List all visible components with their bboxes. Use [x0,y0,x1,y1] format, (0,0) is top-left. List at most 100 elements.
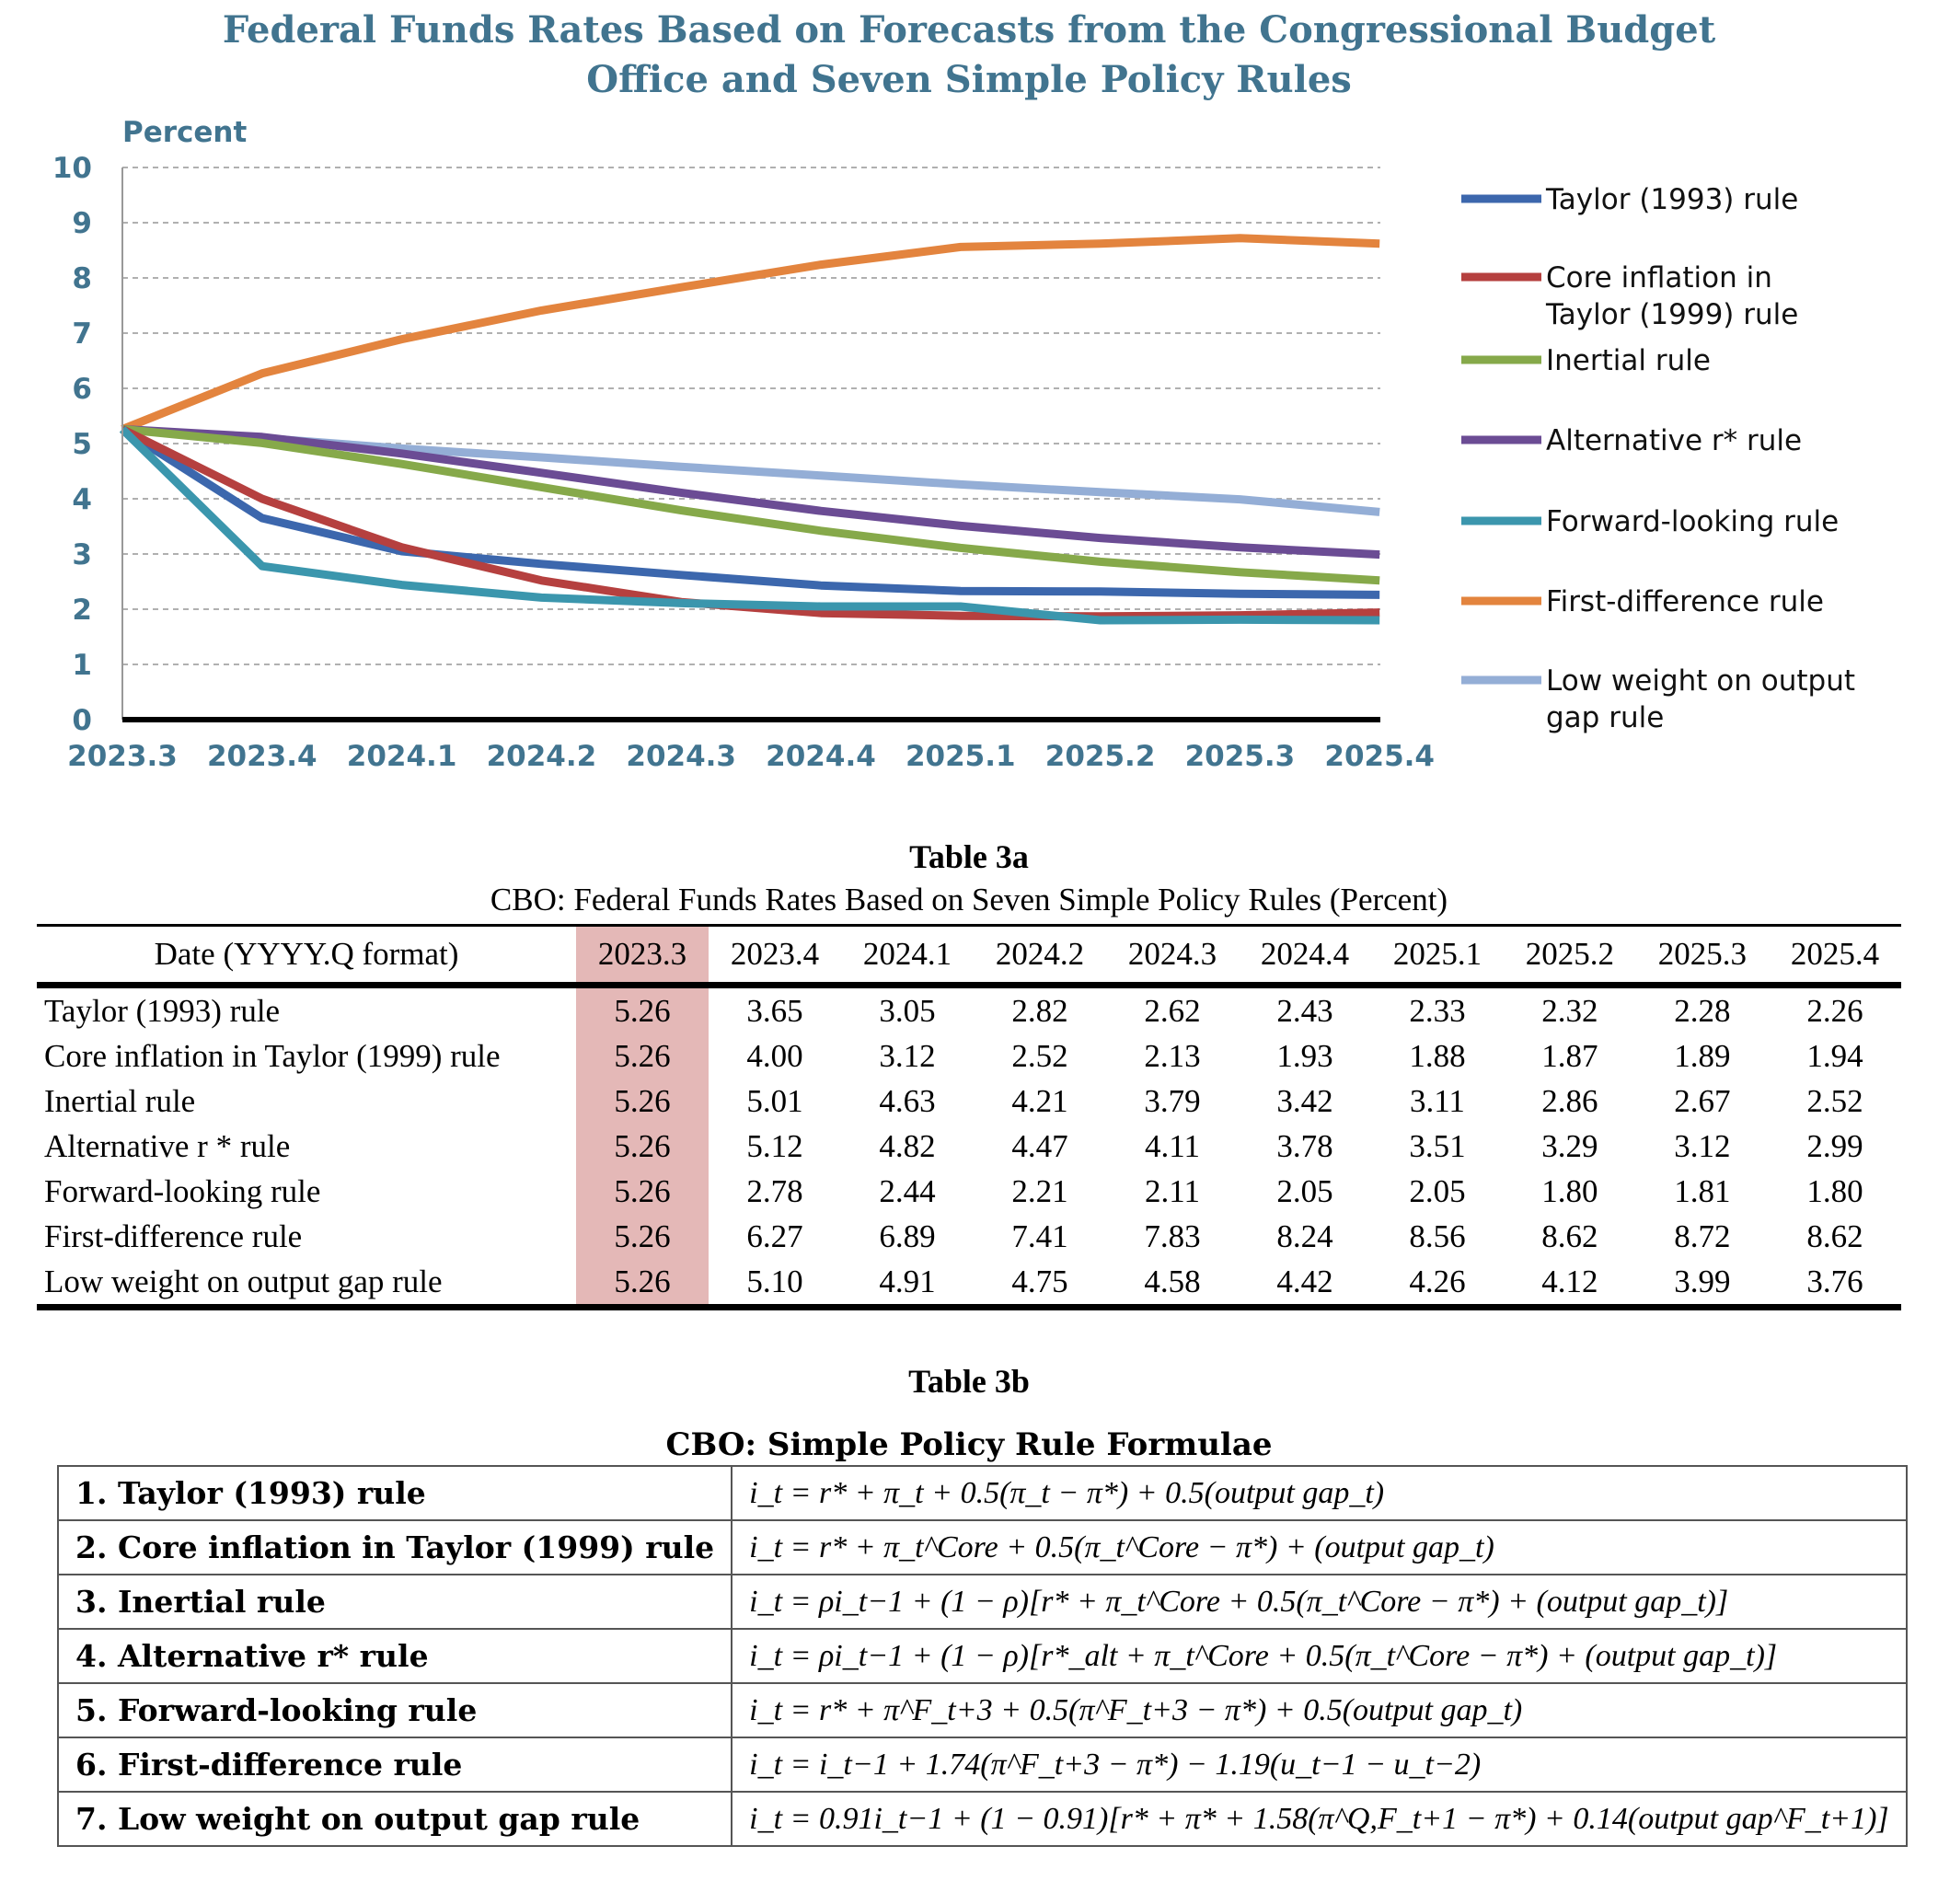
table-cell: 2.62 [1144,993,1201,1029]
formula-row: 4. Alternative r* rule i_t = ρi_t−1 + (1 … [56,1628,1908,1684]
rule-name: 3. Inertial rule [56,1574,733,1630]
x-tick-label: 2023.3 [67,740,178,773]
legend-label: First-difference rule [1546,585,1824,618]
column-header: 2024.2 [995,936,1085,972]
column-header: 2024.4 [1260,936,1350,972]
table-cell: 2.52 [1011,1038,1068,1074]
table-cell: 4.21 [1011,1083,1068,1119]
formula-row: 3. Inertial rule i_t = ρi_t−1 + (1 − ρ)[r… [56,1574,1908,1630]
rule-name: 4. Alternative r* rule [56,1628,733,1684]
y-tick-label: 5 [72,428,92,461]
table-cell: 6.27 [746,1218,803,1254]
y-axis-tick-labels: 0 1 2 3 4 5 6 7 8 9 10 [52,152,92,737]
table-cell: 1.89 [1674,1038,1731,1074]
table-cell: 4.91 [879,1264,936,1299]
y-tick-label: 7 [72,317,92,351]
x-tick-label: 2023.4 [207,740,317,773]
rule-formula: i_t = i_t−1 + 1.74(π^F_t+3 − π*) − 1.19(… [731,1737,1908,1793]
series-line-inertial-rule [121,424,1380,585]
table-cell: 1.93 [1276,1038,1333,1074]
table-cell: 5.01 [746,1083,803,1119]
x-tick-label: 2024.2 [487,740,597,773]
legend-label: Forward-looking rule [1546,505,1839,538]
table-cell: 1.81 [1674,1173,1731,1209]
table-3a-header-row: Date (YYYY.Q format) 2023.3 2023.4 2024.1 2… [37,925,1901,986]
row-label: Taylor (1993) rule [44,993,281,1029]
column-header: 2025.3 [1657,936,1748,972]
column-header: 2024.1 [862,936,952,972]
legend-item: Inertial rule [1461,344,1711,377]
x-axis-tick-labels: 2023.3 2023.4 2024.1 2024.2 2024.3 2024.4 2025… [67,740,1435,773]
table-cell: 2.33 [1409,993,1466,1029]
table-cell: 3.65 [746,993,803,1029]
table-cell: 2.05 [1276,1173,1333,1209]
date-column-header: Date (YYYY.Q format) [154,936,459,972]
column-header: 2023.3 [576,925,709,986]
chart-title-line-2: Office and Seven Simple Policy Rules [586,58,1352,101]
table-cell: 8.24 [1276,1218,1333,1254]
legend-label: Taylor (1993) rule [1545,183,1798,216]
table-cell: 2.26 [1806,993,1863,1029]
table-row: Taylor (1993) rule 5.26 3.65 3.05 2.82 2.62 2.… [37,985,1901,1033]
rule-name: 6. First-difference rule [56,1737,733,1793]
column-header: 2025.4 [1790,936,1880,972]
table-cell: 2.43 [1276,993,1333,1029]
table-3b-title: Table 3b [908,1363,1030,1400]
table-cell: 6.89 [879,1218,936,1254]
table-cell: 4.00 [746,1038,803,1074]
legend-label: Inertial rule [1546,344,1711,377]
table-cell: 5.26 [576,1033,709,1079]
rule-formula: i_t = r* + π_t + 0.5(π_t − π*) + 0.5(out… [731,1465,1908,1521]
formula-row: 1. Taylor (1993) rule i_t = r* + π_t + 0.… [56,1465,1908,1521]
x-tick-label: 2025.3 [1185,740,1296,773]
table-cell: 2.99 [1806,1128,1863,1164]
table-cell: 2.21 [1011,1173,1068,1209]
table-cell: 2.52 [1806,1083,1863,1119]
rule-formula: i_t = ρi_t−1 + (1 − ρ)[r* + π_t^Core + 0… [731,1574,1908,1630]
legend-label: Core inflation in [1546,261,1772,294]
table-cell: 8.62 [1806,1218,1863,1254]
chart-title-line-1: Federal Funds Rates Based on Forecasts f… [222,8,1716,52]
x-tick-label: 2024.3 [626,740,736,773]
table-cell: 3.12 [879,1038,936,1074]
formula-row: 6. First-difference rule i_t = i_t−1 + 1.… [56,1737,1908,1793]
table-cell: 3.11 [1409,1083,1465,1119]
column-header: 2024.3 [1127,936,1217,972]
series-lines [119,234,1380,625]
table-row: Low weight on output gap rule 5.26 5.10 4.9… [37,1259,1901,1308]
table-cell: 7.83 [1144,1218,1201,1254]
y-tick-label: 4 [72,483,92,516]
table-cell: 5.26 [576,1214,709,1259]
table-cell: 4.12 [1541,1264,1598,1299]
x-tick-label: 2025.4 [1324,740,1435,773]
axes [121,167,1380,722]
table-cell: 3.29 [1541,1128,1598,1164]
legend-label: gap rule [1546,701,1664,734]
row-label: First-difference rule [44,1218,303,1254]
table-cell: 3.42 [1276,1083,1333,1119]
rule-formula: i_t = r* + π_t^Core + 0.5(π_t^Core − π*)… [731,1519,1908,1575]
table-3b: 1. Taylor (1993) rule i_t = r* + π_t + 0.… [56,1465,1908,1847]
legend-item: First-difference rule [1461,585,1824,618]
table-cell: 4.82 [879,1128,936,1164]
y-axis-label: Percent [122,116,248,149]
table-cell: 2.05 [1409,1173,1466,1209]
series-line-forward-looking-rule [119,426,1380,625]
row-label: Alternative r * rule [44,1128,291,1164]
table-cell: 2.32 [1541,993,1598,1029]
rule-formula: i_t = r* + π^F_t+3 + 0.5(π^F_t+3 − π*) +… [731,1682,1908,1738]
y-tick-label: 2 [72,594,92,627]
x-tick-label: 2024.1 [347,740,457,773]
series-line-alternative-r-rule [121,424,1380,560]
table-cell: 1.87 [1541,1038,1598,1074]
table-cell: 3.12 [1674,1128,1731,1164]
table-3a-body: Taylor (1993) rule 5.26 3.65 3.05 2.82 2.62 2.… [37,985,1901,1308]
rule-name: 7. Low weight on output gap rule [56,1791,733,1847]
table-cell: 4.11 [1145,1128,1200,1164]
table-cell: 4.47 [1011,1128,1068,1164]
table-cell: 5.26 [576,1079,709,1124]
rule-name: 1. Taylor (1993) rule [56,1465,733,1521]
table-cell: 1.88 [1409,1038,1466,1074]
table-cell: 3.76 [1806,1264,1863,1299]
